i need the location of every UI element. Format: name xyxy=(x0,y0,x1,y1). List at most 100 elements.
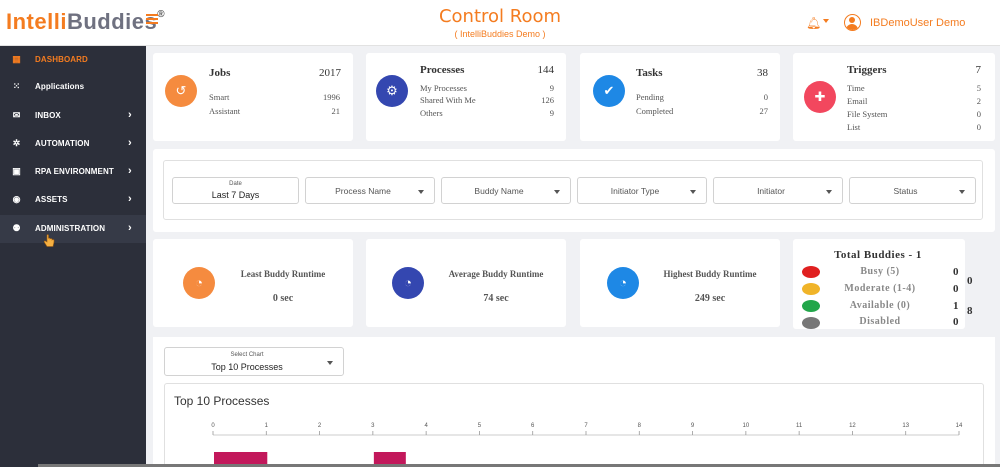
menu-toggle-icon[interactable] xyxy=(146,14,158,24)
chevron-down-icon xyxy=(554,190,560,194)
jobs-row-label: Smart xyxy=(209,92,230,102)
disabled-status-dot xyxy=(802,317,820,329)
sidebar-item-applications[interactable]: ⁙ Applications xyxy=(0,73,146,101)
logo-registered-mark: ® xyxy=(157,8,166,20)
triggers-card[interactable]: ✚ Triggers 7 Time 5 Email 2 File System … xyxy=(793,53,995,141)
avatar[interactable] xyxy=(844,14,861,31)
jobs-row-label: Assistant xyxy=(209,106,241,116)
status-select[interactable]: Status xyxy=(849,177,976,204)
users-icon: ⚉ xyxy=(12,223,21,233)
chart-bar[interactable] xyxy=(373,452,406,467)
chevron-down-icon xyxy=(826,190,832,194)
hand-cursor-icon xyxy=(43,234,55,248)
gear-icon: ✲ xyxy=(12,138,21,148)
x-tick-label: 3 xyxy=(371,423,375,429)
moderate-status-dot xyxy=(802,283,820,295)
processes-row-value: 126 xyxy=(541,95,554,105)
date-filter[interactable]: Date Last 7 Days xyxy=(172,177,299,204)
initiator-select[interactable]: Initiator xyxy=(713,177,843,204)
speedometer-icon: ◔ xyxy=(183,267,215,299)
busy-status-dot xyxy=(802,266,820,278)
sidebar-item-assets[interactable]: ◉ ASSETS › xyxy=(0,186,146,214)
x-tick-label: 14 xyxy=(956,423,963,429)
x-tick-label: 2 xyxy=(318,423,322,429)
disabled-label: Disabled xyxy=(859,316,901,327)
buddy-name-select[interactable]: Buddy Name xyxy=(441,177,571,204)
task-check-icon: ✔ xyxy=(593,75,625,107)
chevron-down-icon xyxy=(327,361,333,365)
highest-runtime-card[interactable]: ◔ Highest Buddy Runtime 249 sec xyxy=(580,239,780,327)
select-chart-dropdown[interactable]: Select Chart Top 10 Processes xyxy=(164,347,344,376)
available-value: 1 xyxy=(953,300,959,312)
sidebar-item-automation[interactable]: ✲ AUTOMATION › xyxy=(0,130,146,158)
available-status-dot xyxy=(802,300,820,312)
process-name-select[interactable]: Process Name xyxy=(305,177,435,204)
chevron-right-icon: › xyxy=(128,222,132,234)
logo-text-intelli: Intelli xyxy=(6,9,67,34)
chart-bar[interactable] xyxy=(214,452,268,467)
status-label: Status xyxy=(893,186,918,196)
bell-icon[interactable]: 🔔︎ xyxy=(806,16,822,30)
username[interactable]: IBDemoUser Demo xyxy=(870,17,966,29)
processes-row-label: My Processes xyxy=(420,83,467,93)
moderate-value: 0 xyxy=(953,283,959,295)
chart-container: Top 10 Processes 0 1 2 3 4 5 6 7 8 9 10 11 12 13 14 xyxy=(164,383,984,467)
apps-icon: ⁙ xyxy=(12,81,21,91)
sidebar-item-inbox[interactable]: ✉ INBOX › xyxy=(0,102,146,130)
sidebar-item-label: INBOX xyxy=(35,111,61,120)
x-tick-label: 1 xyxy=(265,423,269,429)
sidebar-item-administration[interactable]: ⚉ ADMINISTRATION › xyxy=(0,215,146,243)
busy-label: Busy (5) xyxy=(860,266,900,277)
bar-chart: 0 1 2 3 4 5 6 7 8 9 10 11 12 13 14 xyxy=(211,423,963,467)
x-tick-label: 5 xyxy=(478,423,482,429)
x-tick-label: 8 xyxy=(638,423,642,429)
select-chart-value: Top 10 Processes xyxy=(211,362,283,372)
history-icon: ↺ xyxy=(165,75,197,107)
total-buddies-card[interactable]: Total Buddies - 1 Busy (5) 0 Moderate (1… xyxy=(793,239,965,329)
tasks-total: 38 xyxy=(757,67,768,79)
chevron-right-icon: › xyxy=(128,109,132,121)
jobs-row-value: 21 xyxy=(331,106,341,116)
jobs-card[interactable]: ↺ Jobs 2017 Smart 1996 Assistant 21 xyxy=(153,53,353,141)
sidebar-item-label: Applications xyxy=(35,82,85,91)
notification-caret-icon[interactable] xyxy=(823,19,829,23)
initiator-label: Initiator xyxy=(757,186,785,196)
triggers-row-label: Time xyxy=(847,83,865,93)
chart-panel: Select Chart Top 10 Processes Top 10 Pro… xyxy=(153,337,995,467)
page-title-block: Control Room ( IntelliBuddies Demo ) xyxy=(400,6,600,39)
x-tick-label: 6 xyxy=(531,423,535,429)
speedometer-icon: ◔ xyxy=(607,267,639,299)
sidebar-item-rpa-environment[interactable]: ▣ RPA ENVIRONMENT › xyxy=(0,158,146,186)
sidebar-item-label: ASSETS xyxy=(35,195,68,204)
horizontal-scrollbar[interactable] xyxy=(38,464,1000,467)
sidebar-item-dashboard[interactable]: ▦ DASHBOARD xyxy=(0,46,146,74)
processes-total: 144 xyxy=(537,64,555,76)
speedometer-icon: ◔ xyxy=(392,267,424,299)
processes-title: Processes xyxy=(420,64,465,76)
average-runtime-card[interactable]: ◔ Average Buddy Runtime 74 sec xyxy=(366,239,566,327)
buddies-side-value: 8 xyxy=(967,305,973,317)
sidebar: ▦ DASHBOARD ⁙ Applications ✉ INBOX › ✲ AUTOMATIO… xyxy=(0,46,146,467)
app-logo[interactable]: IntelliBuddies® xyxy=(6,9,165,35)
total-buddies-title: Total Buddies - 1 xyxy=(834,249,922,261)
disabled-value: 0 xyxy=(953,316,959,328)
least-runtime-value: 0 sec xyxy=(272,293,294,304)
initiator-type-select[interactable]: Initiator Type xyxy=(577,177,707,204)
x-tick-label: 11 xyxy=(796,423,803,429)
tasks-title: Tasks xyxy=(636,67,663,79)
moderate-label: Moderate (1-4) xyxy=(844,283,916,294)
triggers-total: 7 xyxy=(975,64,982,76)
chevron-right-icon: › xyxy=(128,165,132,177)
tasks-card[interactable]: ✔ Tasks 38 Pending 0 Completed 27 xyxy=(580,53,780,141)
jobs-title: Jobs xyxy=(209,67,231,79)
tasks-row-value: 0 xyxy=(763,92,768,102)
page-title: Control Room xyxy=(438,6,562,27)
triggers-row-label: List xyxy=(847,122,861,132)
tasks-row-value: 27 xyxy=(759,106,769,116)
least-runtime-card[interactable]: ◔ Least Buddy Runtime 0 sec xyxy=(153,239,353,327)
processes-card[interactable]: ⚙ Processes 144 My Processes 9 Shared Wi… xyxy=(366,53,566,141)
trigger-calendar-icon: ✚ xyxy=(804,81,836,113)
page-subtitle: ( IntelliBuddies Demo ) xyxy=(454,29,546,39)
select-chart-label: Select Chart xyxy=(230,352,264,358)
triggers-row-label: Email xyxy=(847,96,868,106)
